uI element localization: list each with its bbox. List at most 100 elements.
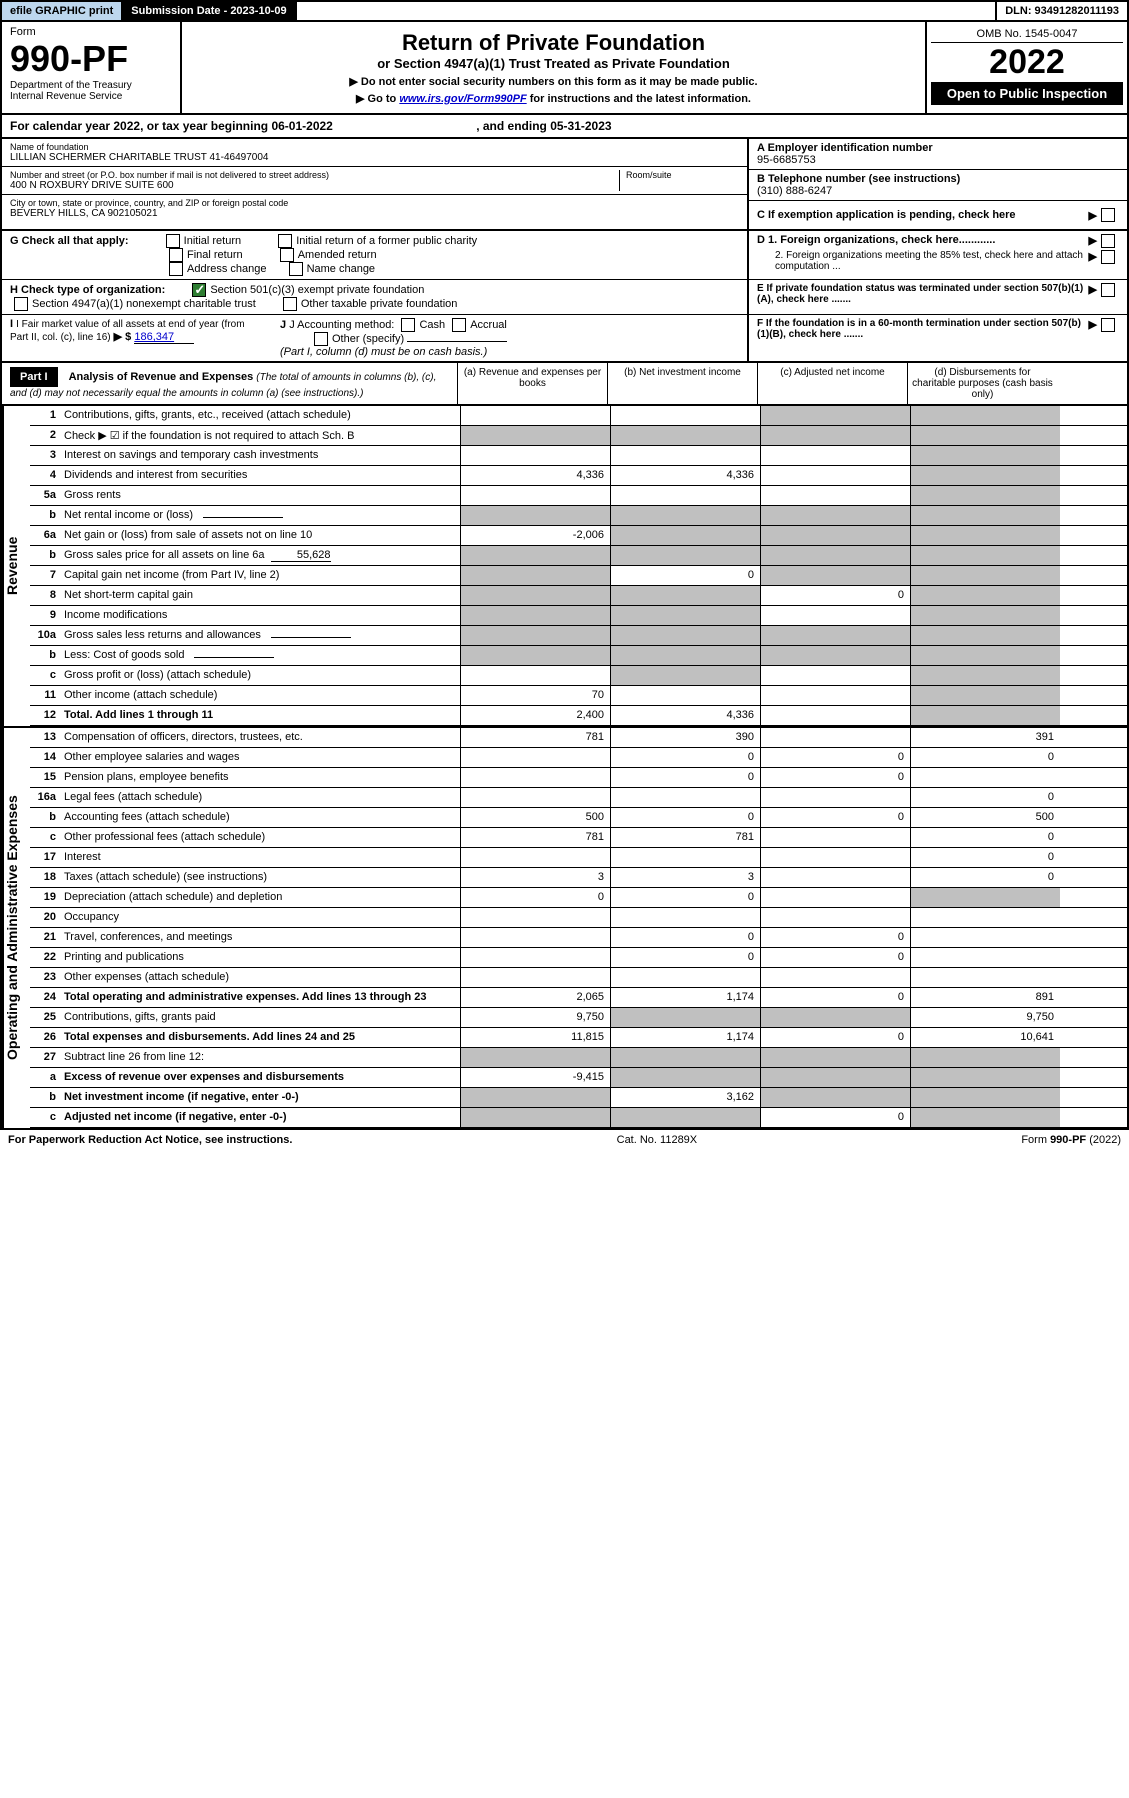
revenue-rows: 1Contributions, gifts, grants, etc., rec…: [30, 406, 1127, 726]
part1-desc: Part I Analysis of Revenue and Expenses …: [2, 363, 457, 404]
table-row: 27Subtract line 26 from line 12:: [30, 1048, 1127, 1068]
table-row: 19Depreciation (attach schedule) and dep…: [30, 888, 1127, 908]
form-number: 990-PF: [10, 38, 172, 80]
table-row: 15Pension plans, employee benefits00: [30, 768, 1127, 788]
instr-2: ▶ Go to www.irs.gov/Form990PF for instru…: [190, 92, 917, 105]
omb-number: OMB No. 1545-0047: [931, 26, 1123, 43]
open-public-badge: Open to Public Inspection: [931, 82, 1123, 105]
checkbox-name[interactable]: [289, 262, 303, 276]
entity-right: A Employer identification number 95-6685…: [747, 139, 1127, 229]
revenue-section: Revenue 1Contributions, gifts, grants, e…: [2, 406, 1127, 726]
section-d: D 1. Foreign organizations, check here..…: [747, 231, 1127, 279]
table-row: 10aGross sales less returns and allowanc…: [30, 626, 1127, 646]
tax-year: 2022: [931, 43, 1123, 82]
checkbox-501c3[interactable]: [192, 283, 206, 297]
checkbox-initial[interactable]: [166, 234, 180, 248]
col-a-head: (a) Revenue and expenses per books: [457, 363, 607, 404]
checkbox-f[interactable]: [1101, 318, 1115, 332]
irs-link[interactable]: www.irs.gov/Form990PF: [399, 93, 526, 105]
address-cell: Number and street (or P.O. box number if…: [2, 167, 747, 195]
section-f: F If the foundation is in a 60-month ter…: [747, 315, 1127, 361]
table-row: 14Other employee salaries and wages000: [30, 748, 1127, 768]
table-row: bNet rental income or (loss): [30, 506, 1127, 526]
page-footer: For Paperwork Reduction Act Notice, see …: [0, 1130, 1129, 1150]
footer-mid: Cat. No. 11289X: [617, 1134, 698, 1146]
header-center: Return of Private Foundation or Section …: [182, 22, 927, 113]
checkbox-4947[interactable]: [14, 297, 28, 311]
dept-treasury: Department of the Treasury: [10, 80, 172, 91]
table-row: 6aNet gain or (loss) from sale of assets…: [30, 526, 1127, 546]
topbar: efile GRAPHIC print Submission Date - 20…: [2, 2, 1127, 22]
phone-cell: B Telephone number (see instructions) (3…: [749, 170, 1127, 201]
irs: Internal Revenue Service: [10, 91, 172, 102]
form-container: efile GRAPHIC print Submission Date - 20…: [0, 0, 1129, 1130]
efile-badge: efile GRAPHIC print: [2, 2, 123, 20]
section-ij-row: I I Fair market value of all assets at e…: [2, 315, 1127, 363]
table-row: cOther professional fees (attach schedul…: [30, 828, 1127, 848]
instr-1: ▶ Do not enter social security numbers o…: [190, 75, 917, 88]
entity-left: Name of foundation LILLIAN SCHERMER CHAR…: [2, 139, 747, 229]
c-cell: C If exemption application is pending, c…: [749, 201, 1127, 229]
table-row: 4Dividends and interest from securities4…: [30, 466, 1127, 486]
table-row: 18Taxes (attach schedule) (see instructi…: [30, 868, 1127, 888]
table-row: 13Compensation of officers, directors, t…: [30, 728, 1127, 748]
fmv-value[interactable]: 186,347: [134, 331, 194, 344]
expenses-vert-label: Operating and Administrative Expenses: [2, 728, 30, 1128]
checkbox-address[interactable]: [169, 262, 183, 276]
footer-right: Form 990-PF (2022): [1021, 1134, 1121, 1146]
expense-rows: 13Compensation of officers, directors, t…: [30, 728, 1127, 1128]
table-row: 2Check ▶ ☑ if the foundation is not requ…: [30, 426, 1127, 446]
col-d-head: (d) Disbursements for charitable purpose…: [907, 363, 1057, 404]
table-row: 22Printing and publications00: [30, 948, 1127, 968]
checkbox-accrual[interactable]: [452, 318, 466, 332]
submission-date: Submission Date - 2023-10-09: [123, 2, 296, 20]
checkbox-cash[interactable]: [401, 318, 415, 332]
section-g-row: G Check all that apply: Initial return I…: [2, 231, 1127, 280]
table-row: 24Total operating and administrative exp…: [30, 988, 1127, 1008]
checkbox-other-tax[interactable]: [283, 297, 297, 311]
calendar-year-row: For calendar year 2022, or tax year begi…: [2, 115, 1127, 139]
form-subtitle: or Section 4947(a)(1) Trust Treated as P…: [190, 56, 917, 71]
checkbox-amended[interactable]: [280, 248, 294, 262]
table-row: cAdjusted net income (if negative, enter…: [30, 1108, 1127, 1128]
table-row: bAccounting fees (attach schedule)500005…: [30, 808, 1127, 828]
checkbox-e[interactable]: [1101, 283, 1115, 297]
checkbox-d1[interactable]: [1101, 234, 1115, 248]
table-row: 7Capital gain net income (from Part IV, …: [30, 566, 1127, 586]
checkbox-d2[interactable]: [1101, 250, 1115, 264]
col-c-head: (c) Adjusted net income: [757, 363, 907, 404]
checkbox-other-method[interactable]: [314, 332, 328, 346]
expenses-section: Operating and Administrative Expenses 13…: [2, 726, 1127, 1128]
table-row: 25Contributions, gifts, grants paid9,750…: [30, 1008, 1127, 1028]
table-row: 23Other expenses (attach schedule): [30, 968, 1127, 988]
footer-left: For Paperwork Reduction Act Notice, see …: [8, 1134, 292, 1146]
table-row: 3Interest on savings and temporary cash …: [30, 446, 1127, 466]
table-row: bNet investment income (if negative, ent…: [30, 1088, 1127, 1108]
section-g: G Check all that apply: Initial return I…: [2, 231, 747, 279]
table-row: 9Income modifications: [30, 606, 1127, 626]
table-row: 12Total. Add lines 1 through 112,4004,33…: [30, 706, 1127, 726]
table-row: 11Other income (attach schedule)70: [30, 686, 1127, 706]
form-title: Return of Private Foundation: [190, 30, 917, 56]
dln: DLN: 93491282011193: [997, 2, 1127, 20]
checkbox-c[interactable]: [1101, 208, 1115, 222]
part1-header: Part I Analysis of Revenue and Expenses …: [2, 363, 1127, 406]
table-row: 21Travel, conferences, and meetings00: [30, 928, 1127, 948]
checkbox-initial-former[interactable]: [278, 234, 292, 248]
foundation-name-cell: Name of foundation LILLIAN SCHERMER CHAR…: [2, 139, 747, 167]
header-left: Form 990-PF Department of the Treasury I…: [2, 22, 182, 113]
form-word: Form: [10, 26, 172, 38]
revenue-vert-label: Revenue: [2, 406, 30, 726]
header-right: OMB No. 1545-0047 2022 Open to Public In…: [927, 22, 1127, 113]
table-row: bLess: Cost of goods sold: [30, 646, 1127, 666]
table-row: 5aGross rents: [30, 486, 1127, 506]
checkbox-final[interactable]: [169, 248, 183, 262]
entity-info: Name of foundation LILLIAN SCHERMER CHAR…: [2, 139, 1127, 231]
table-row: aExcess of revenue over expenses and dis…: [30, 1068, 1127, 1088]
table-row: 17Interest0: [30, 848, 1127, 868]
city-cell: City or town, state or province, country…: [2, 195, 747, 223]
section-h-row: H Check type of organization: Section 50…: [2, 280, 1127, 315]
table-row: 16aLegal fees (attach schedule)0: [30, 788, 1127, 808]
section-e: E If private foundation status was termi…: [747, 280, 1127, 314]
table-row: 8Net short-term capital gain0: [30, 586, 1127, 606]
